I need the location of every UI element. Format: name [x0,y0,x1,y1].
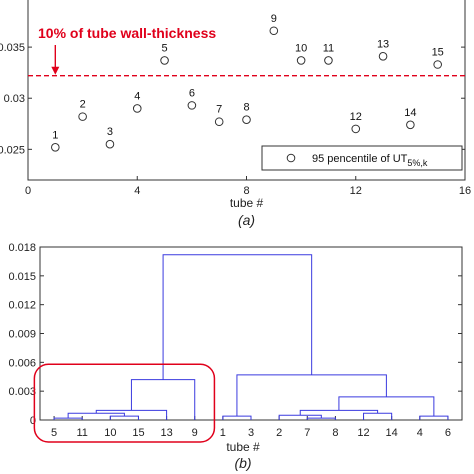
dendrogram-link [95,409,168,420]
dendrogram-link [162,254,313,380]
dendrogram-link [363,412,393,420]
data-point [433,60,442,69]
dendrogram-link [109,415,139,420]
point-label: 6 [189,87,195,99]
data-point [242,115,251,124]
y-tick-label: 0.003 [8,386,36,398]
y-tick-label: 0.012 [8,300,36,312]
data-point [187,101,197,110]
leaf-label: 8 [332,427,338,439]
x-tick-label: 8 [243,185,249,197]
leaf-label: 10 [104,427,116,439]
panel-b-caption: (b) [234,455,251,471]
leaf-label: 11 [76,427,87,439]
y-tick-label: 0.009 [8,329,36,341]
point-label: 4 [134,90,140,102]
y-tick-label: 0.025 [0,144,25,156]
point-label: 13 [377,38,389,50]
y-tick-label: 0.006 [8,357,36,369]
data-point [269,26,279,36]
leaf-label: 7 [304,427,310,439]
leaf-label: 5 [51,427,57,439]
dendrogram-link [419,415,449,420]
dendrogram-link [236,374,387,417]
dendrogram-link [306,417,336,420]
point-label: 8 [243,102,249,114]
point-label: 7 [216,104,222,116]
leaf-label: 2 [276,427,282,439]
x-tick-label: 0 [25,185,31,197]
x-axis-label: tube # [230,196,264,210]
threshold-label: 10% of tube wall-thickness [38,25,216,41]
x-tick-label: 12 [350,185,362,197]
dendrogram-link [53,417,83,420]
leaf-label: 15 [132,427,144,439]
legend-marker [286,153,296,163]
point-label: 10 [295,42,307,54]
y-tick-label: 0.015 [8,271,36,283]
leaf-label: 12 [357,427,369,439]
y-tick-label: 0.018 [8,242,36,254]
leaf-label: 14 [386,427,398,439]
highlight-box [33,363,216,443]
point-label: 9 [271,13,277,25]
point-label: 2 [80,99,86,111]
legend-text-subscript: 5%,k [407,158,428,168]
point-label: 15 [432,46,444,58]
y-tick-label: 0 [30,415,36,427]
data-point [406,120,415,130]
data-point [132,104,142,113]
dendrogram-link [130,379,196,420]
leaf-label: 3 [248,427,254,439]
x-tick-label: 16 [459,185,471,197]
data-point [160,56,169,65]
data-point [351,124,361,134]
data-point [378,52,388,61]
legend-text: 95 pencentile of UT5%,k [312,153,428,168]
x-axis-label: tube # [226,440,260,454]
legend-box [261,145,463,171]
leaf-label: 4 [417,427,423,439]
legend: 95 pencentile of UT5%,k [261,145,463,171]
plot-frame [39,246,463,421]
data-point [214,117,224,127]
leaf-label: 13 [160,427,172,439]
point-label: 3 [107,126,113,138]
data-point [324,56,333,65]
panel-a-caption: (a) [238,212,255,228]
dendrogram-link [222,415,252,420]
data-point [105,139,115,149]
y-tick-label: 0.04 [4,0,25,3]
y-tick-label: 0.03 [4,93,25,105]
data-point [78,112,87,121]
point-label: 1 [52,129,58,141]
leaf-label: 1 [220,427,226,439]
point-label: 14 [404,107,416,119]
data-point [296,56,306,65]
threshold-arrowhead [51,66,60,75]
dendrogram-link [299,409,379,416]
legend-text-main: 95 pencentile of UT [312,153,408,165]
leaf-label: 9 [192,427,198,439]
point-label: 5 [162,42,168,54]
x-tick-label: 4 [134,185,140,197]
y-tick-label: 0.035 [0,42,25,54]
point-label: 11 [323,42,334,54]
point-label: 12 [350,111,362,123]
data-point [51,142,60,152]
leaf-label: 6 [445,427,451,439]
